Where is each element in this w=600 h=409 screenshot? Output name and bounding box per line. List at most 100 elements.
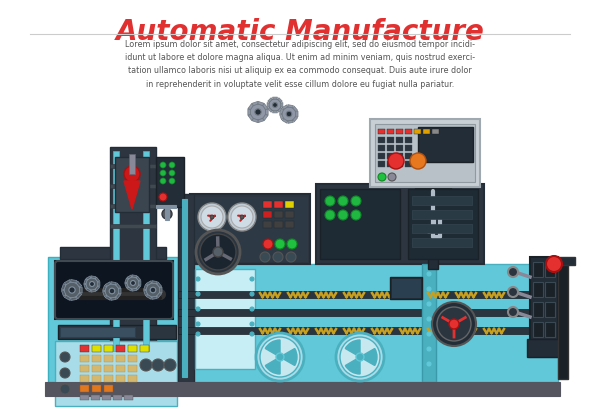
Bar bbox=[129, 155, 135, 175]
Polygon shape bbox=[91, 276, 96, 279]
Bar bbox=[60, 247, 166, 259]
Bar bbox=[432, 130, 439, 135]
Polygon shape bbox=[61, 284, 65, 290]
Bar bbox=[378, 154, 385, 160]
Bar bbox=[124, 395, 133, 400]
Circle shape bbox=[275, 239, 285, 249]
Bar bbox=[110, 148, 156, 359]
Bar bbox=[387, 154, 394, 160]
Text: Automatic Manufacture: Automatic Manufacture bbox=[116, 18, 484, 46]
Circle shape bbox=[546, 256, 562, 272]
Bar bbox=[110, 164, 156, 169]
Polygon shape bbox=[91, 290, 96, 292]
Bar bbox=[274, 221, 283, 229]
Bar bbox=[116, 375, 125, 382]
Bar bbox=[533, 282, 543, 297]
Bar bbox=[58, 325, 176, 339]
Circle shape bbox=[124, 166, 140, 182]
Polygon shape bbox=[268, 99, 272, 103]
Polygon shape bbox=[157, 282, 162, 288]
Circle shape bbox=[356, 353, 364, 361]
Circle shape bbox=[131, 281, 136, 286]
Bar bbox=[533, 322, 543, 337]
Polygon shape bbox=[258, 119, 264, 124]
Polygon shape bbox=[127, 275, 131, 279]
Circle shape bbox=[127, 277, 139, 290]
Circle shape bbox=[287, 239, 297, 249]
Circle shape bbox=[508, 307, 518, 317]
Circle shape bbox=[338, 211, 348, 220]
Bar bbox=[422, 264, 436, 382]
Bar bbox=[428, 184, 438, 270]
Polygon shape bbox=[152, 297, 157, 300]
Bar bbox=[55, 341, 177, 406]
Circle shape bbox=[427, 347, 431, 351]
Polygon shape bbox=[296, 112, 298, 117]
Bar bbox=[263, 211, 272, 218]
Circle shape bbox=[508, 267, 518, 277]
Circle shape bbox=[105, 284, 119, 299]
Circle shape bbox=[269, 99, 281, 112]
Circle shape bbox=[60, 352, 70, 362]
Polygon shape bbox=[267, 103, 269, 108]
Circle shape bbox=[286, 112, 292, 117]
Circle shape bbox=[250, 292, 254, 296]
Bar bbox=[405, 154, 412, 160]
Circle shape bbox=[164, 359, 176, 371]
Bar bbox=[165, 207, 169, 220]
Circle shape bbox=[196, 322, 200, 326]
Bar bbox=[178, 264, 558, 382]
Circle shape bbox=[325, 196, 335, 207]
Bar bbox=[378, 162, 385, 168]
Bar bbox=[80, 375, 89, 382]
Bar bbox=[285, 202, 294, 209]
Circle shape bbox=[160, 171, 166, 177]
Bar bbox=[412, 225, 472, 234]
Bar bbox=[285, 221, 294, 229]
Circle shape bbox=[340, 337, 380, 377]
Bar bbox=[533, 262, 543, 277]
Bar bbox=[545, 282, 555, 297]
Bar bbox=[263, 221, 272, 229]
Circle shape bbox=[196, 277, 200, 281]
Bar bbox=[80, 395, 89, 400]
Circle shape bbox=[272, 103, 277, 108]
Circle shape bbox=[160, 179, 166, 184]
Polygon shape bbox=[124, 182, 140, 209]
Bar bbox=[80, 385, 89, 392]
Polygon shape bbox=[268, 109, 272, 113]
Polygon shape bbox=[272, 98, 277, 100]
Circle shape bbox=[140, 359, 152, 371]
Polygon shape bbox=[76, 281, 82, 287]
Polygon shape bbox=[278, 99, 283, 103]
Bar bbox=[110, 204, 156, 209]
Bar bbox=[110, 225, 156, 229]
Circle shape bbox=[250, 277, 254, 281]
Bar bbox=[92, 345, 101, 352]
Circle shape bbox=[69, 287, 75, 293]
Circle shape bbox=[427, 272, 431, 276]
Polygon shape bbox=[288, 106, 293, 108]
Bar bbox=[285, 211, 294, 218]
Bar bbox=[80, 345, 89, 352]
Bar bbox=[555, 257, 575, 265]
Circle shape bbox=[150, 288, 156, 293]
Polygon shape bbox=[143, 291, 148, 296]
Polygon shape bbox=[146, 281, 151, 285]
Polygon shape bbox=[248, 110, 250, 116]
Circle shape bbox=[338, 196, 348, 207]
Bar bbox=[190, 195, 310, 264]
Polygon shape bbox=[86, 288, 91, 292]
Polygon shape bbox=[160, 288, 162, 293]
Polygon shape bbox=[152, 281, 157, 284]
Bar bbox=[378, 130, 385, 135]
Circle shape bbox=[86, 278, 98, 290]
Circle shape bbox=[231, 207, 253, 229]
Polygon shape bbox=[64, 296, 70, 301]
Bar bbox=[60, 327, 135, 337]
Polygon shape bbox=[136, 276, 140, 281]
Bar bbox=[195, 270, 255, 369]
Bar bbox=[128, 355, 137, 362]
Circle shape bbox=[169, 163, 175, 169]
Circle shape bbox=[228, 204, 256, 231]
